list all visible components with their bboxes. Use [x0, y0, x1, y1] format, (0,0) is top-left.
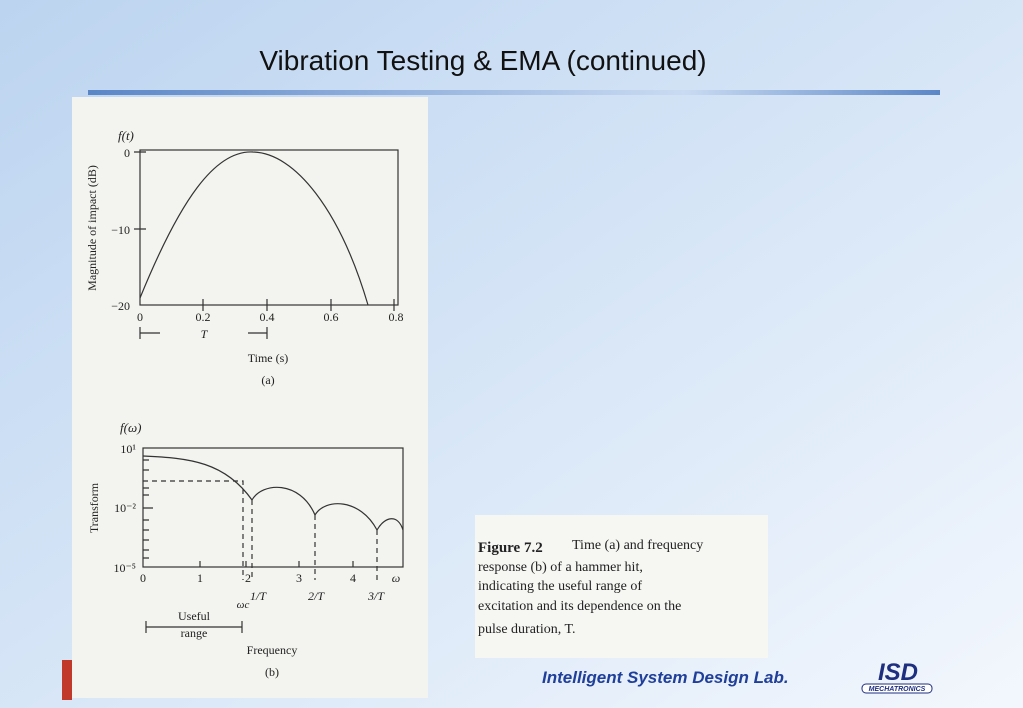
panel-caption: (b): [265, 665, 279, 679]
logo-sub: MECHATRONICS: [869, 686, 926, 693]
lab-name: Intelligent System Design Lab.: [542, 668, 789, 687]
figure-caption: Figure 7.2 Time (a) and frequency respon…: [478, 538, 703, 637]
marker: 3/T: [367, 589, 385, 603]
range-label: range: [181, 626, 208, 640]
logo-text: ISD: [878, 659, 918, 686]
logo-band: [861, 683, 933, 694]
y-label: Magnitude of impact (dB): [85, 165, 99, 291]
y-label: Transform: [87, 482, 101, 533]
ticks: [134, 151, 395, 339]
y-tick: 10¹: [120, 442, 136, 456]
logo: ISD MECHATRONICS: [861, 659, 933, 694]
x-tick: 0.4: [260, 310, 275, 324]
figure-scan: [72, 97, 428, 698]
y-tick: 10⁻²: [114, 501, 136, 515]
dashed-guides: [143, 480, 378, 580]
x-tick: 0: [140, 571, 146, 585]
title-rule: [88, 90, 940, 95]
ticks: [143, 459, 354, 633]
function-label: f(t): [118, 128, 134, 143]
marker: 1/T: [250, 589, 267, 603]
x-tick: 0: [137, 310, 143, 324]
caption-box: [475, 515, 768, 658]
panel-a: f(t) Magnitude of impact (dB) 0 −10 −20 …: [85, 128, 404, 387]
x-tick: 0.2: [196, 310, 211, 324]
period-label: T: [201, 327, 209, 341]
y-tick: 10⁻⁵: [113, 561, 136, 575]
x-tick: ω: [392, 571, 400, 585]
x-tick: 0.8: [389, 310, 404, 324]
x-tick: 0.6: [324, 310, 339, 324]
plot-frame: [139, 149, 399, 306]
caption-line: pulse duration, T.: [478, 622, 575, 637]
panel-caption: (a): [261, 373, 274, 387]
function-label: f(ω): [120, 420, 141, 435]
y-tick: 0: [124, 146, 130, 160]
x-tick: 1: [197, 571, 203, 585]
y-tick: −10: [111, 223, 130, 237]
figure-number: Figure 7.2: [478, 540, 543, 556]
panel-b: f(ω) Transform 10¹ 10⁻² 10⁻⁵ 0 1 2 3 4 ω…: [87, 420, 404, 679]
impact-curve: [139, 151, 369, 306]
caption-line: excitation and its dependence on the: [478, 599, 681, 614]
cutoff-label: ωc: [237, 599, 250, 611]
transform-curve: [142, 455, 404, 532]
x-label: Time (s): [248, 351, 289, 365]
y-tick: −20: [111, 299, 130, 313]
corner-fragment: [62, 660, 72, 700]
range-label: Useful: [178, 609, 211, 623]
x-tick: 4: [350, 571, 356, 585]
marker: 2/T: [308, 589, 325, 603]
x-tick: 2: [245, 571, 251, 585]
x-tick: 3: [296, 571, 302, 585]
slide-title: Vibration Testing & EMA (continued): [259, 45, 706, 76]
caption-line: response (b) of a hammer hit,: [478, 560, 643, 575]
x-label: Frequency: [247, 643, 298, 657]
caption-line: indicating the useful range of: [478, 579, 642, 594]
caption-line: Time (a) and frequency: [572, 538, 703, 553]
